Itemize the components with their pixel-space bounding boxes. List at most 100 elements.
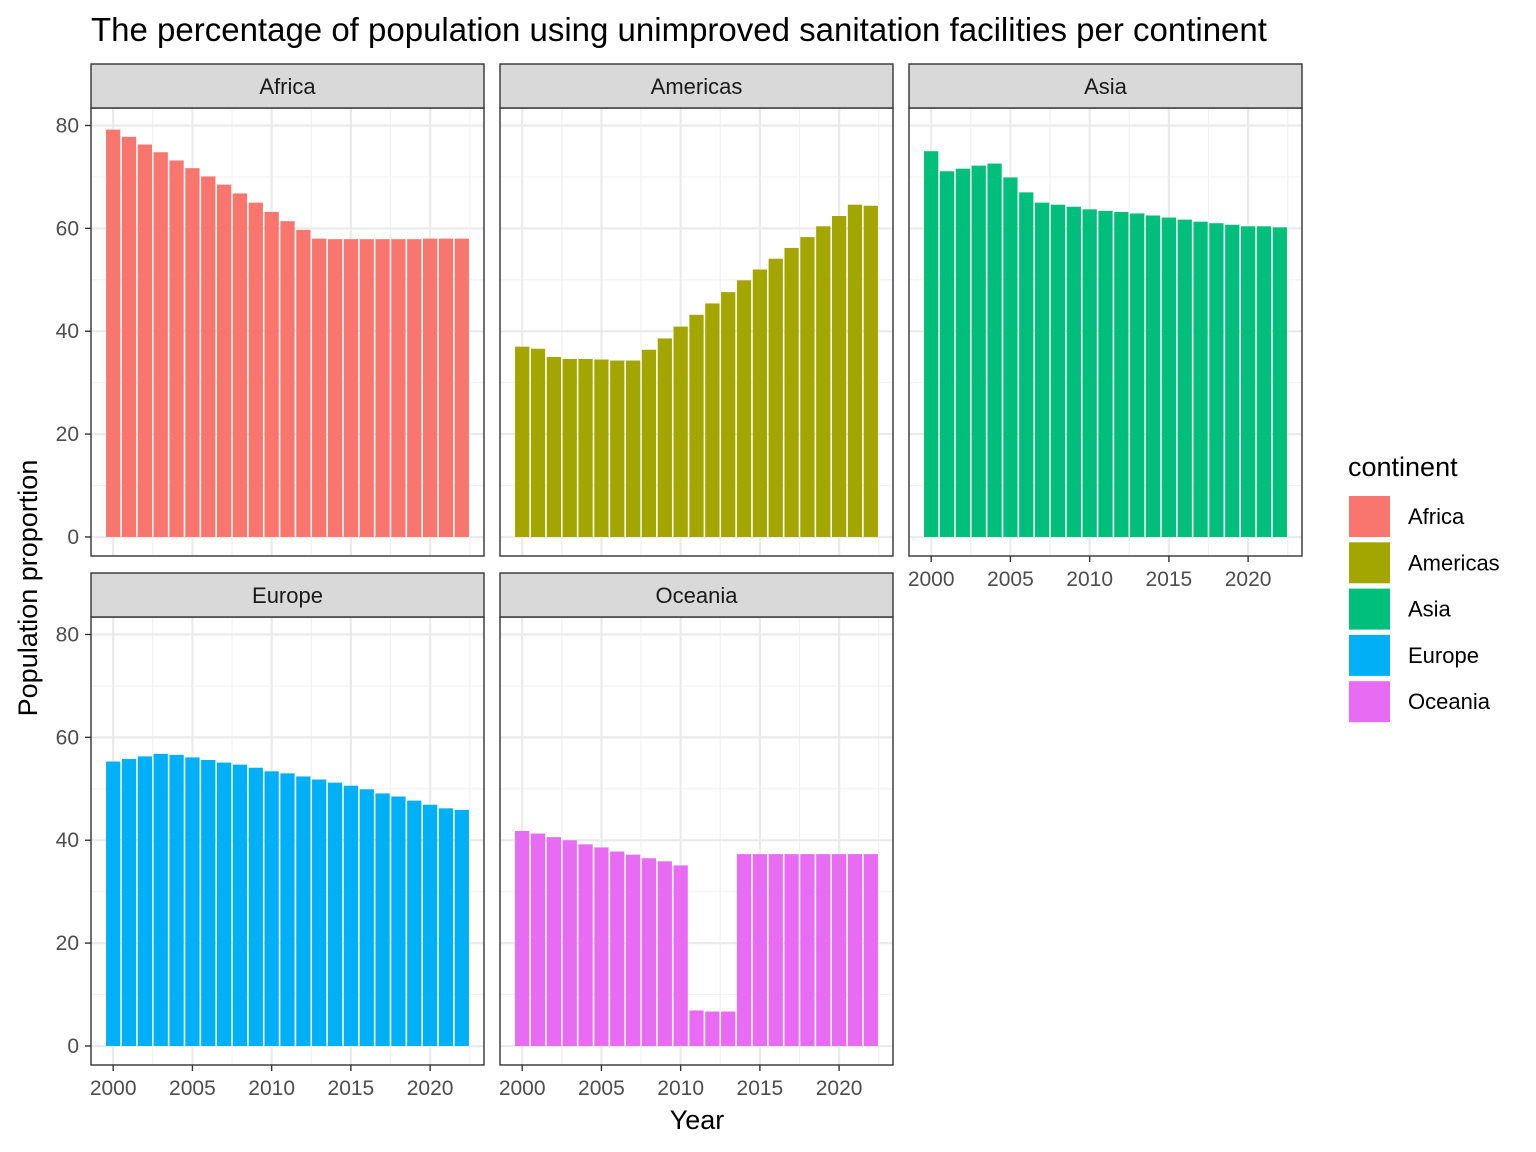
bar-oceania-2021 (847, 854, 863, 1046)
bar-europe-2017 (375, 793, 390, 1046)
panel-europe: Europe 0 20 40 60 80 2000 2005 2010 2015 2020 (56, 572, 485, 1100)
bar-oceania-2016 (768, 854, 783, 1046)
bar-africa-2010 (264, 211, 279, 537)
x-tick-label: 2005 (578, 1077, 625, 1100)
bar-americas-2005 (594, 359, 609, 537)
bar-oceania-2000 (515, 830, 530, 1046)
bar-asia-2000 (924, 151, 939, 537)
x-tick-label: 2000 (90, 1077, 137, 1100)
bar-asia-2006 (1019, 192, 1034, 537)
legend-key (1349, 681, 1390, 723)
bar-europe-2018 (391, 796, 406, 1046)
legend: continent Africa Americas Asia Europe Oceani… (1348, 452, 1500, 723)
facet-strip (499, 572, 894, 618)
legend-label: Americas (1408, 550, 1500, 575)
legend-label: Asia (1408, 597, 1452, 622)
bar-africa-2019 (407, 239, 422, 537)
x-axis-title: Year (670, 1105, 725, 1135)
legend-title: continent (1348, 452, 1458, 482)
bar-asia-2005 (1003, 177, 1018, 537)
legend-item-europe: Europe (1349, 634, 1479, 676)
bar-africa-2020 (422, 238, 438, 537)
bar-africa-2003 (153, 152, 168, 537)
bar-oceania-2004 (578, 844, 593, 1046)
bar-europe-2002 (137, 756, 153, 1046)
bar-oceania-2019 (816, 854, 831, 1046)
bar-asia-2020 (1240, 226, 1256, 537)
x-tick-label: 2015 (1146, 568, 1193, 591)
bar-europe-2012 (296, 776, 311, 1046)
bar-asia-2022 (1272, 227, 1287, 537)
bar-oceania-2018 (800, 854, 815, 1046)
legend-label: Africa (1408, 504, 1465, 529)
facet-strip-label: Asia (1084, 74, 1128, 99)
bar-asia-2015 (1161, 217, 1177, 537)
bar-oceania-2014 (736, 854, 752, 1046)
bar-americas-2014 (736, 280, 752, 537)
x-tick-label: 2020 (1225, 568, 1272, 591)
bar-africa-2016 (359, 239, 374, 537)
x-tick-label: 2020 (407, 1077, 454, 1100)
legend-item-americas: Americas (1349, 542, 1500, 584)
bar-africa-2011 (280, 221, 295, 537)
bar-asia-2002 (955, 168, 971, 537)
bar-asia-2017 (1193, 221, 1208, 537)
bar-europe-2015 (343, 785, 359, 1046)
x-tick-label: 2015 (737, 1077, 784, 1100)
y-tick-label: 60 (56, 726, 79, 749)
bar-americas-2007 (625, 360, 641, 537)
x-tick-label: 2000 (499, 1077, 546, 1100)
x-tick-label: 2010 (1066, 568, 1113, 591)
y-tick-label: 0 (67, 526, 79, 549)
bar-africa-2018 (391, 239, 406, 537)
bar-europe-2020 (422, 804, 438, 1046)
bar-africa-2012 (296, 229, 311, 537)
bar-americas-2017 (784, 247, 799, 537)
legend-item-oceania: Oceania (1349, 681, 1491, 723)
facet-panels: Africa 0 20 40 60 80 Americas Asia 2000 2005 2010 2… (56, 63, 1303, 1100)
bar-asia-2013 (1130, 213, 1145, 537)
bar-oceania-2020 (831, 854, 847, 1046)
bar-africa-2022 (454, 238, 469, 537)
bar-europe-2005 (185, 757, 200, 1046)
bar-europe-2022 (454, 809, 469, 1046)
y-axis-title: Population proportion (13, 460, 43, 717)
bar-americas-2002 (546, 356, 562, 537)
x-tick-label: 2020 (816, 1077, 863, 1100)
bar-americas-2015 (752, 269, 768, 537)
bar-africa-2021 (438, 238, 454, 537)
bar-oceania-2011 (689, 1010, 704, 1046)
facet-strip-label: Europe (252, 583, 323, 608)
bar-oceania-2015 (752, 854, 768, 1046)
bar-asia-2001 (939, 171, 955, 537)
bar-oceania-2012 (705, 1011, 720, 1046)
y-tick-label: 60 (56, 217, 79, 240)
panel-oceania: Oceania 2000 2005 2010 2015 2020 (499, 572, 894, 1100)
y-tick-label: 80 (56, 114, 79, 137)
y-tick-label: 20 (56, 932, 79, 955)
facet-strip-label: Africa (259, 74, 316, 99)
bar-oceania-2009 (657, 861, 672, 1046)
bar-americas-2010 (673, 326, 688, 537)
x-tick-label: 2005 (169, 1077, 216, 1100)
bar-americas-2008 (641, 349, 657, 537)
bar-americas-2016 (768, 258, 783, 537)
facet-strip (499, 63, 894, 109)
bar-oceania-2022 (863, 854, 878, 1046)
x-tick-label: 2010 (248, 1077, 295, 1100)
bar-oceania-2005 (594, 847, 609, 1046)
bar-europe-2009 (248, 767, 263, 1046)
y-tick-label: 80 (56, 623, 79, 646)
bar-europe-2019 (407, 800, 422, 1046)
bar-europe-2001 (121, 758, 137, 1046)
bar-asia-2018 (1209, 223, 1224, 537)
bar-europe-2008 (232, 764, 248, 1046)
bar-asia-2003 (971, 165, 986, 537)
bar-africa-2005 (185, 168, 200, 537)
y-tick-label: 0 (67, 1035, 79, 1058)
legend-key (1349, 542, 1390, 584)
bar-americas-2006 (610, 360, 625, 537)
legend-label: Oceania (1408, 689, 1491, 714)
legend-key (1349, 588, 1390, 630)
bar-africa-2000 (106, 129, 121, 537)
